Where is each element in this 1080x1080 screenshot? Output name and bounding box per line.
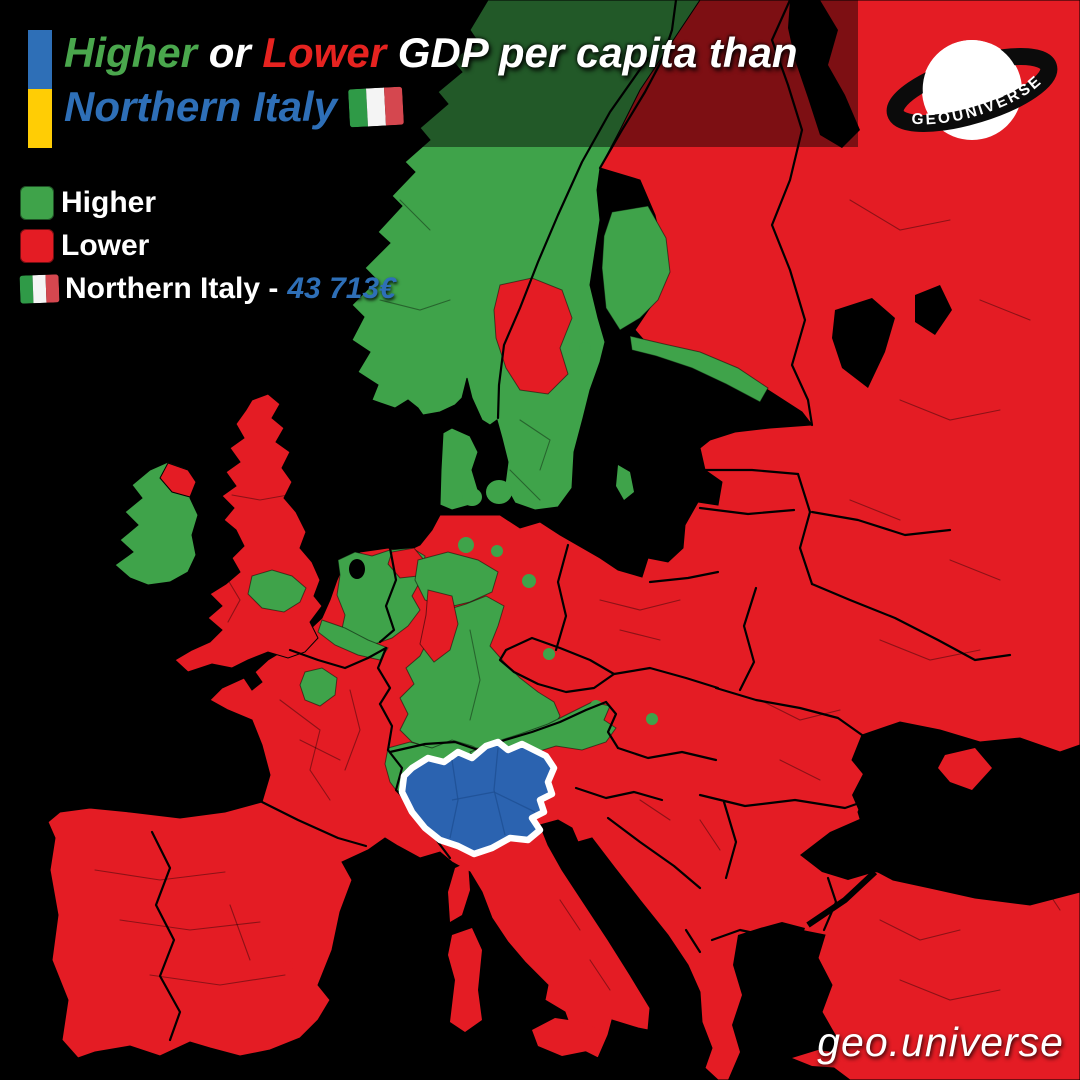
region-budapest: [646, 713, 658, 725]
white-sea: [788, 0, 860, 148]
region-scandinavia: [351, 0, 701, 511]
northern-italy-inner-borders: [449, 747, 536, 839]
region-corsica: [448, 862, 470, 922]
accent-bar-yellow: [28, 89, 52, 148]
italy-flag-icon: [19, 274, 60, 304]
legend-value-reference: 43 713€: [287, 272, 396, 305]
title-subject: Northern Italy: [64, 82, 338, 130]
title-rest: GDP per capita than: [397, 29, 798, 76]
title-dim-overlay: [0, 0, 858, 147]
region-borders: [94, 199, 1061, 1001]
region-sicily: [532, 1018, 605, 1056]
title-word-or: or: [208, 29, 251, 76]
region-finland-south-coast: [629, 335, 769, 403]
region-nrw-strip: [419, 589, 459, 663]
region-prague: [543, 648, 555, 660]
bosphorus-strait: [806, 869, 878, 928]
italy-flag-icon: [348, 86, 405, 128]
region-sweden-central: [493, 277, 573, 395]
region-balearics-ibiza: [283, 961, 293, 971]
title-line-1: Higher or Lower GDP per capita than: [64, 26, 798, 80]
legend-swatch-higher: [20, 186, 54, 220]
region-crete: [792, 1050, 864, 1068]
region-berlin: [522, 574, 536, 588]
region-paris: [299, 667, 338, 707]
watermark: geo.universe: [817, 1019, 1064, 1065]
country-borders: [150, 0, 1012, 1042]
legend-swatch-lower: [20, 229, 54, 263]
legend-row-lower: Lower: [20, 229, 396, 263]
geouniverse-logo: GEOUNIVERSE: [886, 40, 1058, 140]
header: Higher or Lower GDP per capita than Nort…: [28, 26, 798, 148]
region-luebeck: [491, 545, 503, 557]
region-finland-west: [601, 205, 671, 331]
lake-onega: [915, 285, 952, 335]
legend-label-higher: Higher: [61, 186, 157, 219]
title-word-lower: Lower: [262, 29, 387, 76]
region-gotland: [616, 465, 634, 500]
legend: Higher Lower Northern Italy - 43 713€: [19, 186, 396, 306]
region-hamburg: [458, 537, 474, 553]
title-line-2: Northern Italy: [64, 80, 798, 134]
region-aland: [579, 342, 591, 354]
title-accent-bars: [28, 30, 52, 148]
legend-row-reference: Northern Italy - 43 713€: [19, 272, 396, 306]
region-northern-italy: [398, 738, 558, 858]
black-sea: [800, 752, 1080, 900]
water-overlays: [349, 0, 1080, 1080]
title-block: Higher or Lower GDP per capita than Nort…: [64, 26, 798, 134]
region-flanders: [317, 619, 389, 661]
region-uk-southeast: [247, 569, 307, 613]
region-denmark-zealand: [486, 480, 512, 504]
title-word-higher: Higher: [64, 29, 198, 76]
region-mainland-europe: [47, 0, 1080, 1080]
lake-ladoga: [832, 298, 895, 388]
accent-bar-blue: [28, 30, 52, 89]
logo-planet-front: [922, 40, 1019, 104]
legend-label-lower: Lower: [61, 229, 150, 262]
region-sardinia: [448, 928, 482, 1032]
region-balearics-mallorca: [296, 947, 328, 963]
region-denmark-fyn: [462, 488, 482, 506]
region-crimea: [938, 748, 992, 790]
ijsselmeer: [349, 559, 365, 579]
region-northern-ireland: [159, 462, 197, 498]
aegean-sea: [728, 922, 805, 1080]
legend-label-reference: Northern Italy -: [65, 272, 279, 305]
legend-row-higher: Higher: [20, 186, 396, 220]
